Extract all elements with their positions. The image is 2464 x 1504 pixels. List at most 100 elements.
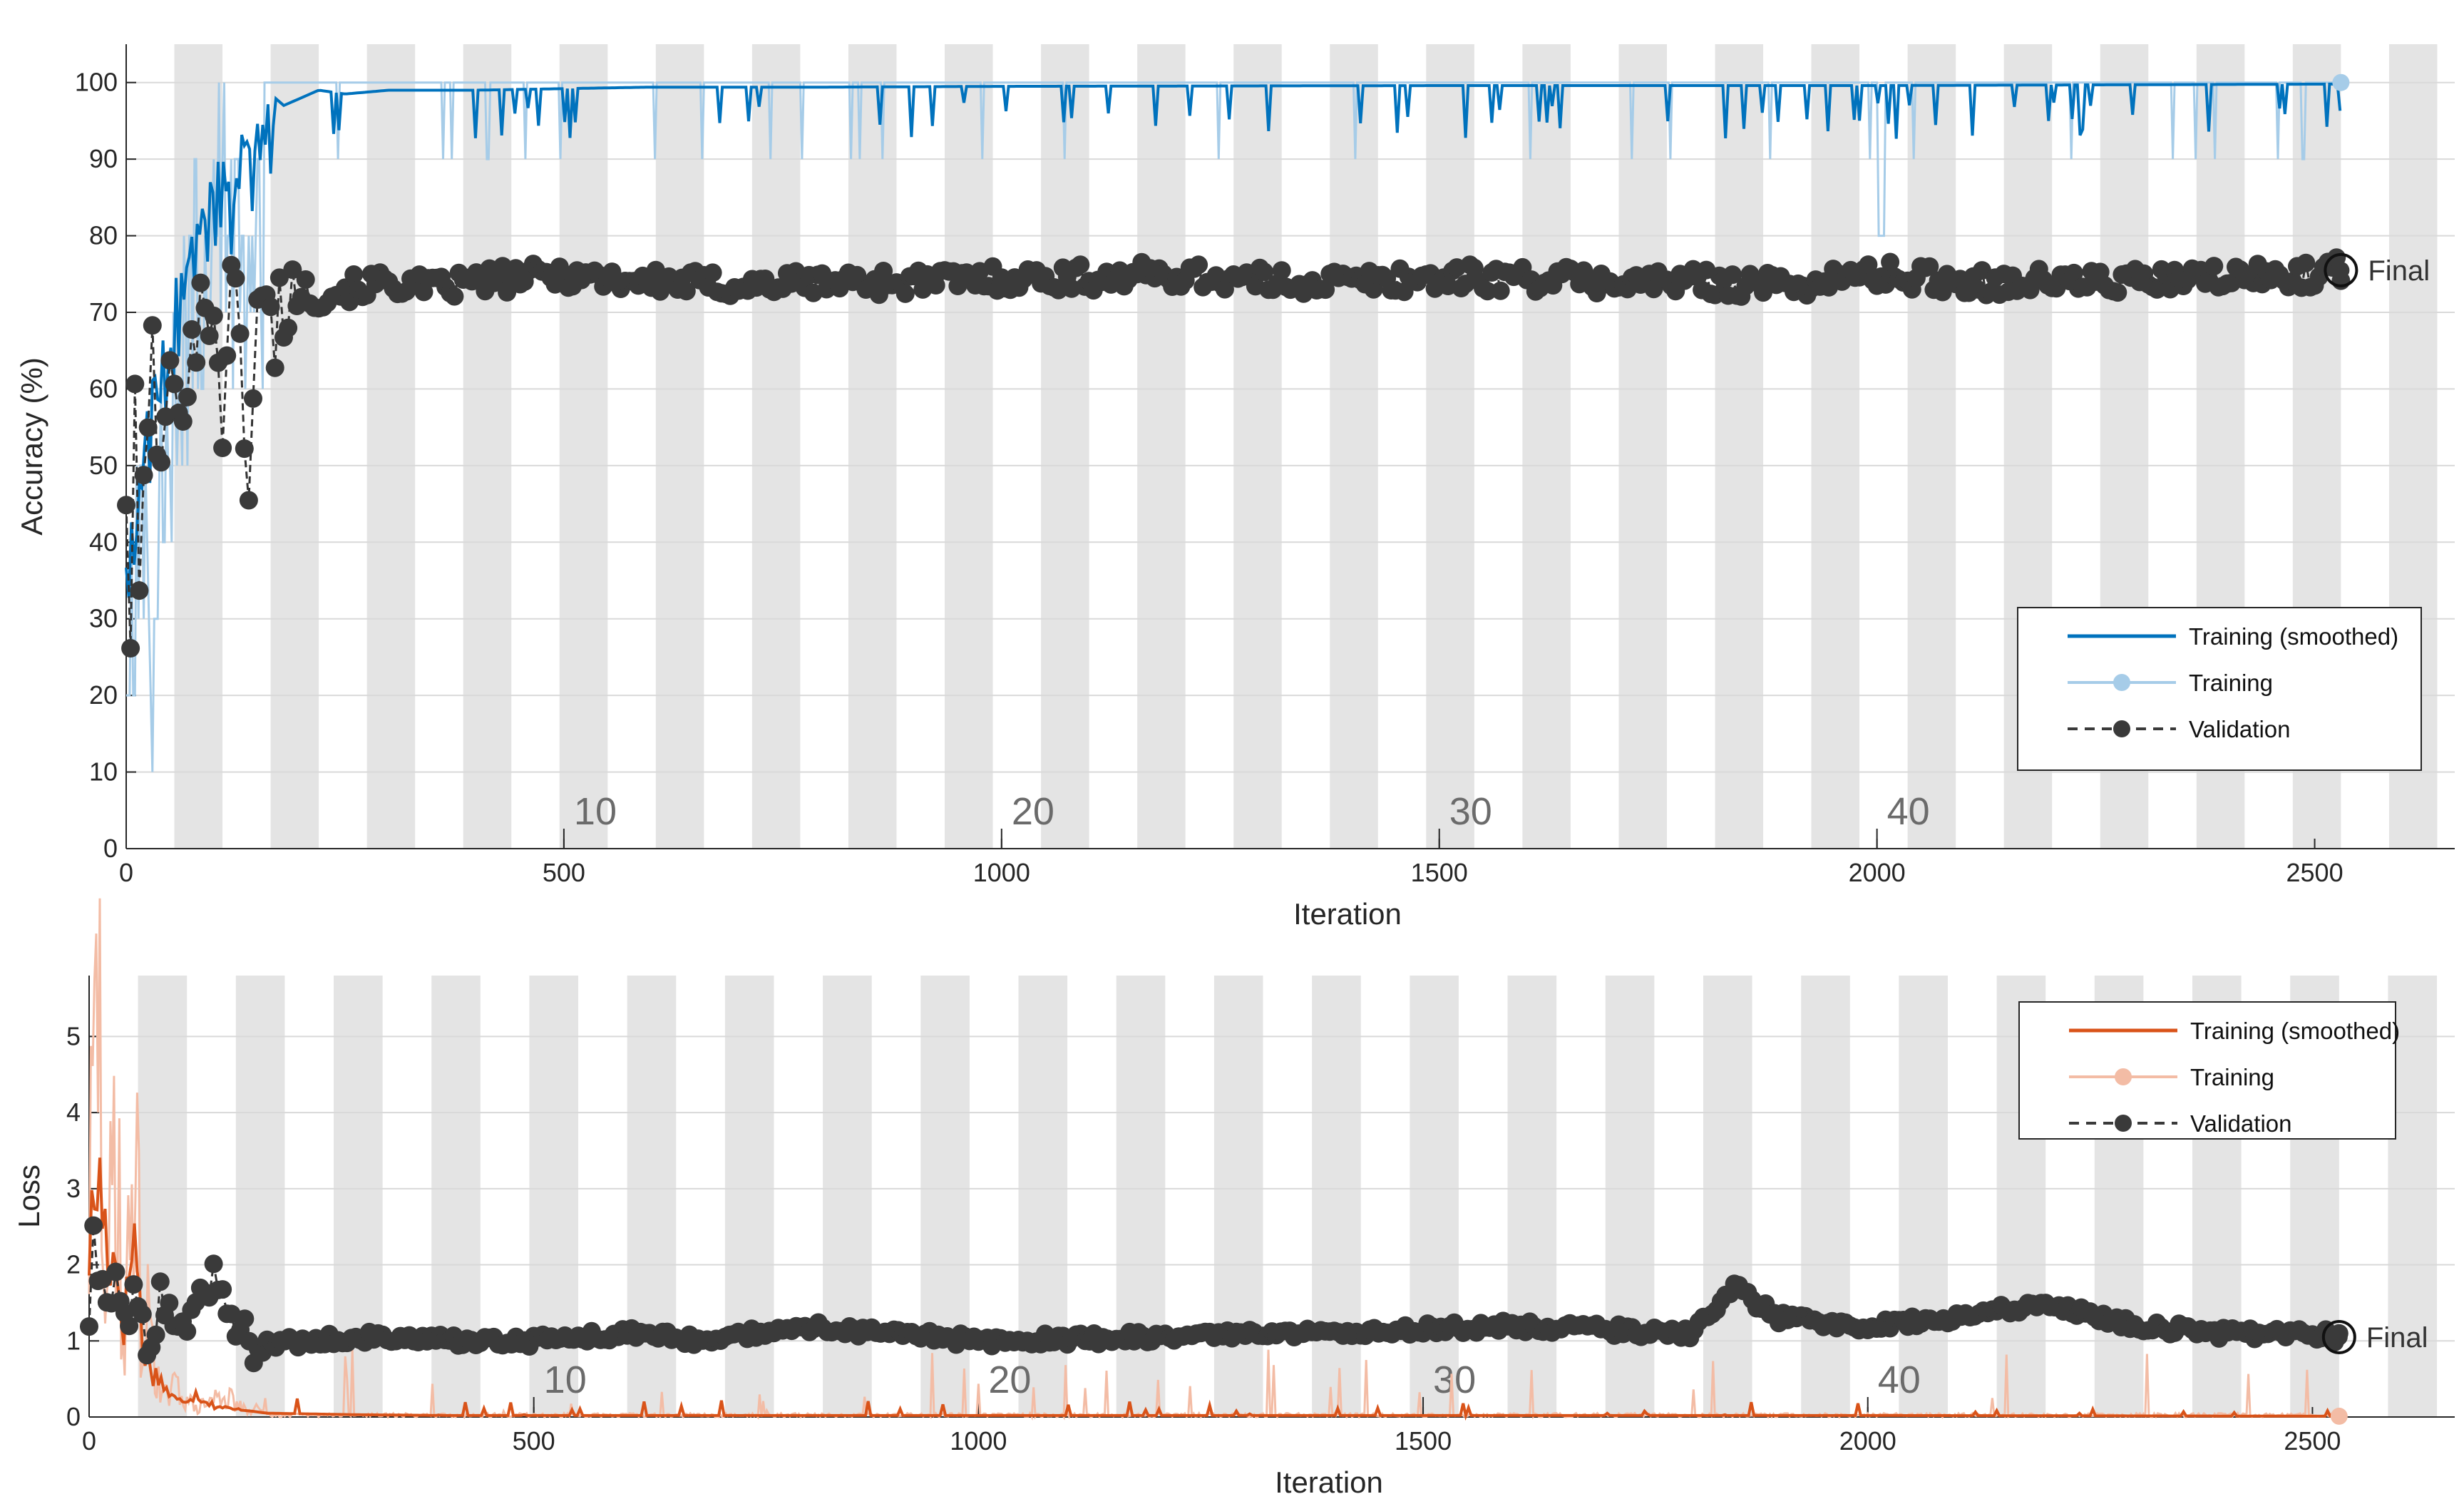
y-tick-label: 2: [66, 1250, 81, 1279]
validation-point: [1881, 252, 1900, 272]
validation-point: [283, 260, 302, 280]
validation-point: [1189, 255, 1208, 275]
validation-point: [121, 639, 140, 658]
validation-point: [344, 265, 364, 284]
validation-point: [125, 374, 145, 394]
epoch-band: [945, 44, 993, 849]
final-validation-marker: [2324, 252, 2358, 287]
validation-point: [150, 1272, 170, 1291]
epoch-band: [463, 44, 512, 849]
epoch-band: [1703, 976, 1752, 1417]
validation-point: [279, 318, 298, 337]
validation-point: [677, 282, 696, 301]
validation-point: [1705, 285, 1725, 305]
epoch-band: [1618, 44, 1667, 849]
legend-entry: Validation: [2190, 1110, 2292, 1137]
validation-point: [204, 1254, 223, 1274]
validation-point: [2296, 253, 2316, 272]
epoch-band: [270, 44, 319, 849]
validation-point: [213, 1280, 232, 1299]
y-axis-label: Loss: [12, 1165, 46, 1228]
epoch-band: [1426, 44, 1474, 849]
y-tick-label: 50: [89, 451, 118, 480]
legend-entry: Training: [2190, 1064, 2274, 1090]
legend-entry: Training (smoothed): [2189, 623, 2398, 650]
legend-entry: Training (smoothed): [2190, 1018, 2400, 1044]
x-tick-label: 1500: [1395, 1426, 1452, 1456]
validation-point: [143, 316, 162, 335]
validation-point: [200, 326, 219, 345]
epoch-band: [1041, 44, 1089, 849]
x-tick-label: 2500: [2286, 858, 2344, 887]
validation-point: [130, 581, 149, 600]
y-axis-label: Accuracy (%): [15, 357, 48, 536]
validation-point: [703, 263, 722, 282]
validation-point: [117, 496, 135, 515]
final-validation-marker: [2321, 1319, 2356, 1354]
validation-point: [874, 262, 893, 280]
epoch-label: 40: [1878, 1359, 1921, 1401]
validation-point: [1920, 257, 1939, 276]
validation-point: [187, 353, 206, 372]
validation-point: [160, 351, 180, 370]
y-tick-label: 4: [66, 1098, 81, 1127]
y-tick-label: 1: [66, 1326, 81, 1355]
epoch-band: [724, 976, 774, 1417]
validation-point: [178, 1322, 197, 1341]
y-tick-label: 0: [66, 1402, 81, 1431]
validation-point: [165, 374, 184, 394]
validation-point: [895, 284, 915, 303]
epoch-label: 40: [1887, 790, 1930, 833]
validation-point: [2064, 263, 2083, 282]
validation-point: [84, 1216, 103, 1235]
x-tick-label: 1500: [1411, 858, 1468, 887]
epoch-label: 20: [988, 1359, 1031, 1401]
validation-point: [138, 418, 158, 437]
legend-swatch-marker: [2113, 720, 2130, 737]
validation-point: [1478, 282, 1497, 301]
final-training-point: [2330, 1407, 2348, 1425]
validation-point: [226, 269, 245, 288]
validation-point: [235, 1309, 255, 1329]
x-tick-label: 1000: [973, 858, 1030, 887]
epoch-band: [1233, 44, 1282, 849]
validation-point: [235, 439, 254, 459]
legend-box: [2018, 1001, 2396, 1140]
validation-point: [160, 1294, 179, 1313]
y-tick-label: 70: [89, 297, 118, 327]
epoch-band: [627, 976, 677, 1417]
y-tick-label: 0: [103, 834, 118, 863]
y-tick-label: 40: [89, 527, 118, 556]
x-tick-label: 0: [119, 858, 133, 887]
validation-point: [152, 453, 171, 472]
x-tick-label: 2000: [1849, 858, 1906, 887]
x-axis-label: Iteration: [1275, 1465, 1383, 1499]
validation-point: [191, 273, 210, 292]
validation-point: [120, 1316, 139, 1336]
y-tick-label: 10: [89, 757, 118, 787]
epoch-band: [1907, 44, 1956, 849]
y-tick-label: 3: [66, 1174, 81, 1203]
validation-point: [1364, 280, 1383, 299]
epoch-band: [1605, 976, 1655, 1417]
epoch-band: [1312, 976, 1361, 1417]
x-tick-label: 1000: [950, 1426, 1007, 1456]
validation-point: [2147, 280, 2167, 299]
epoch-band: [1410, 976, 1459, 1417]
validation-point: [1491, 281, 1510, 300]
validation-point: [134, 466, 153, 485]
epoch-label: 10: [544, 1359, 587, 1401]
training-raw-line: [126, 81, 2341, 772]
legend-swatch-marker: [2115, 1115, 2132, 1132]
epoch-band: [559, 44, 608, 849]
validation-point: [265, 358, 284, 377]
validation-point: [1316, 280, 1335, 300]
validation-point: [1255, 262, 1274, 282]
validation-point: [244, 389, 262, 408]
final-label: Final: [2366, 1322, 2428, 1354]
validation-point: [178, 387, 197, 406]
validation-point: [1859, 255, 1878, 275]
validation-point: [1071, 255, 1090, 275]
